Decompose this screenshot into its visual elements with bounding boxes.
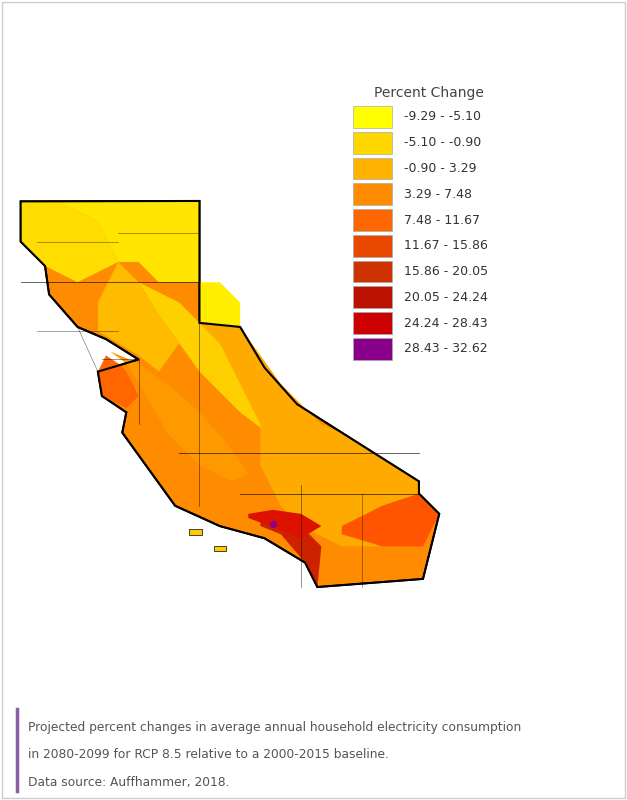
Text: 11.67 - 15.86: 11.67 - 15.86 bbox=[404, 239, 488, 252]
Polygon shape bbox=[21, 201, 440, 587]
Polygon shape bbox=[199, 323, 440, 546]
Text: Projected percent changes in average annual household electricity consumption: Projected percent changes in average ann… bbox=[28, 721, 521, 734]
Polygon shape bbox=[189, 530, 201, 535]
Bar bbox=[352, 132, 392, 154]
Polygon shape bbox=[214, 546, 226, 551]
Polygon shape bbox=[260, 514, 322, 587]
Text: 3.29 - 7.48: 3.29 - 7.48 bbox=[404, 188, 472, 201]
Text: 28.43 - 32.62: 28.43 - 32.62 bbox=[404, 342, 487, 355]
Bar bbox=[352, 235, 392, 257]
Polygon shape bbox=[248, 510, 322, 538]
Polygon shape bbox=[57, 201, 199, 282]
Text: 7.48 - 11.67: 7.48 - 11.67 bbox=[404, 214, 480, 226]
Text: -0.90 - 3.29: -0.90 - 3.29 bbox=[404, 162, 477, 175]
Text: FIGURE 14 | PROJECTED PERCENT CHANGES IN AVERAGE: FIGURE 14 | PROJECTED PERCENT CHANGES IN… bbox=[22, 22, 572, 40]
Bar bbox=[352, 106, 392, 128]
Polygon shape bbox=[110, 351, 248, 482]
Bar bbox=[352, 312, 392, 334]
Bar bbox=[352, 210, 392, 231]
Polygon shape bbox=[98, 262, 179, 372]
Polygon shape bbox=[139, 282, 281, 437]
Text: Data source: Auffhammer, 2018.: Data source: Auffhammer, 2018. bbox=[28, 776, 229, 789]
Polygon shape bbox=[199, 201, 240, 327]
Text: Percent Change: Percent Change bbox=[374, 86, 483, 100]
Text: 24.24 - 28.43: 24.24 - 28.43 bbox=[404, 317, 487, 330]
Text: -5.10 - -0.90: -5.10 - -0.90 bbox=[404, 136, 481, 150]
Text: 20.05 - 24.24: 20.05 - 24.24 bbox=[404, 290, 488, 304]
Bar bbox=[352, 261, 392, 282]
Bar bbox=[352, 286, 392, 308]
Text: ANNUAL HOUSEHOLD ELECTRICITY CONSUMPTION: ANNUAL HOUSEHOLD ELECTRICITY CONSUMPTION bbox=[22, 61, 514, 79]
Text: in 2080-2099 for RCP 8.5 relative to a 2000-2015 baseline.: in 2080-2099 for RCP 8.5 relative to a 2… bbox=[28, 748, 389, 761]
Polygon shape bbox=[21, 202, 119, 282]
Bar bbox=[352, 338, 392, 359]
Polygon shape bbox=[98, 355, 139, 408]
Text: -9.29 - -5.10: -9.29 - -5.10 bbox=[404, 110, 481, 123]
Polygon shape bbox=[342, 494, 440, 546]
Bar bbox=[352, 183, 392, 205]
Text: 15.86 - 20.05: 15.86 - 20.05 bbox=[404, 265, 488, 278]
Bar bbox=[352, 158, 392, 179]
